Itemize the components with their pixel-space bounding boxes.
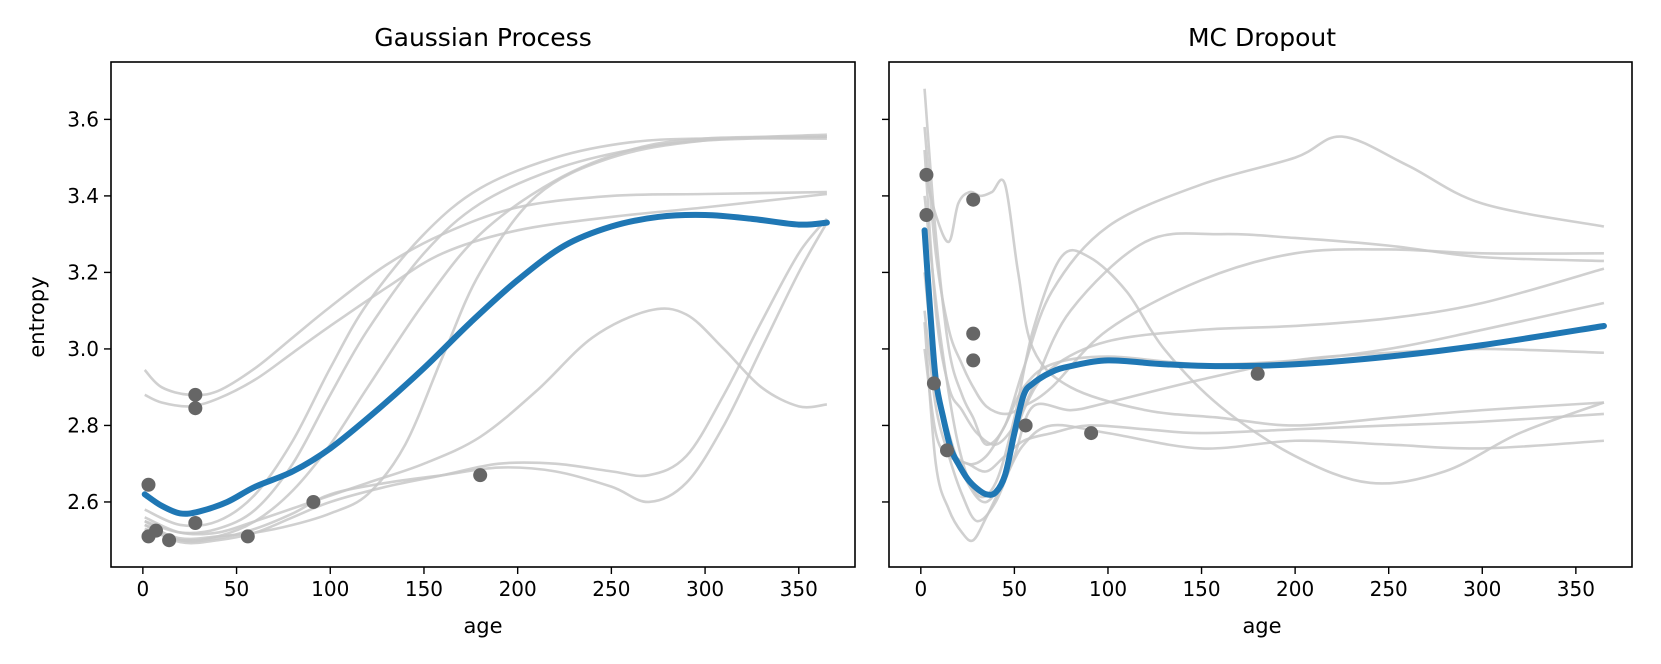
- gp-x-tick-label: 0: [136, 577, 149, 601]
- gp-y-tick-label: 3.0: [67, 337, 99, 361]
- mc-observation-point: [919, 167, 934, 182]
- gp-x-tick-label: 50: [224, 577, 249, 601]
- mc-observation-point: [1018, 418, 1033, 433]
- mc-x-tick-label: 0: [914, 577, 927, 601]
- gp-x-tick-label: 200: [499, 577, 537, 601]
- gp-mean-group: [141, 211, 830, 517]
- mc-axis-ticks: 0 50 100 150 200 250 300 350: [882, 118, 1595, 601]
- gp-observation-point: [141, 477, 156, 492]
- gp-mean-line: [141, 211, 830, 517]
- gp-title: Gaussian Process: [374, 23, 591, 52]
- gp-sample-line-4: [144, 135, 827, 542]
- mc-observation-point: [966, 326, 981, 341]
- gp-xlabel: age: [463, 614, 502, 638]
- gp-y-tick-label: 2.6: [67, 490, 99, 514]
- mc-mean-group: [921, 227, 1607, 498]
- gp-sample-line-2: [144, 136, 827, 528]
- gp-sample-line-6: [144, 307, 828, 536]
- gp-y-tick-label: 3.2: [67, 260, 99, 284]
- mc-x-tick-label: 250: [1370, 577, 1408, 601]
- mc-xlabel: age: [1242, 614, 1281, 638]
- mc-observation-points: [919, 167, 1265, 458]
- mc-sample-line-7: [923, 310, 1604, 523]
- mc-x-tick-label: 100: [1089, 577, 1127, 601]
- mc-x-tick-label: 150: [1182, 577, 1220, 601]
- gp-x-tick-label: 250: [592, 577, 630, 601]
- mc-observation-point: [1084, 426, 1099, 441]
- gp-panel: Gaussian Process entropy age 0 50 100 150 20…: [25, 23, 856, 638]
- mc-observation-point: [940, 443, 955, 458]
- mc-observation-point: [919, 208, 934, 223]
- mc-observation-point: [926, 376, 941, 391]
- gp-observation-point: [148, 523, 163, 538]
- mc-x-tick-label: 50: [1002, 577, 1027, 601]
- gp-axis-ticks: 0 50 100 150 200 250 300 350 2.6 2.8 3.0 3.2 3.4 3.6: [67, 107, 818, 601]
- gp-x-tick-label: 150: [405, 577, 443, 601]
- mc-x-tick-label: 300: [1463, 577, 1501, 601]
- gp-observation-point: [188, 401, 203, 416]
- mc-sample-line-0: [923, 88, 1605, 446]
- mc-axes-frame: [888, 61, 1633, 568]
- mc-panel: MC Dropout age 0 50 100 150 200 250 300 350: [882, 23, 1633, 638]
- gp-observation-point: [306, 494, 321, 509]
- gp-observation-point: [188, 387, 203, 402]
- gp-axes-frame: [110, 61, 856, 568]
- gp-observation-point: [240, 529, 255, 544]
- mc-sample-line-8: [923, 322, 1605, 543]
- gp-observation-point: [162, 533, 177, 548]
- mc-sample-line-1: [923, 126, 1604, 416]
- mc-x-tick-label: 350: [1557, 577, 1595, 601]
- mc-sample-line-4: [923, 195, 1605, 499]
- gp-x-tick-label: 300: [686, 577, 724, 601]
- gp-observation-points: [141, 387, 488, 548]
- mc-sample-line-3: [923, 168, 1605, 427]
- mc-mean-line: [921, 227, 1607, 498]
- mc-observation-point: [1250, 366, 1265, 381]
- gp-observation-point: [188, 516, 203, 531]
- mc-sample-lines: [923, 88, 1605, 543]
- mc-x-tick-label: 200: [1276, 577, 1314, 601]
- gp-y-tick-label: 3.6: [67, 107, 99, 131]
- mc-observation-point: [966, 192, 981, 207]
- gp-sample-lines: [143, 133, 829, 545]
- gp-x-tick-label: 350: [780, 577, 818, 601]
- gp-ylabel: entropy: [25, 276, 49, 357]
- gp-sample-line-0: [143, 190, 827, 397]
- mc-observation-point: [966, 353, 981, 368]
- mc-title: MC Dropout: [1188, 23, 1336, 52]
- gp-y-tick-label: 2.8: [67, 413, 99, 437]
- gp-observation-point: [473, 468, 488, 483]
- gp-sample-line-8: [144, 218, 828, 545]
- gp-y-tick-label: 3.4: [67, 184, 99, 208]
- gp-x-tick-label: 100: [311, 577, 349, 601]
